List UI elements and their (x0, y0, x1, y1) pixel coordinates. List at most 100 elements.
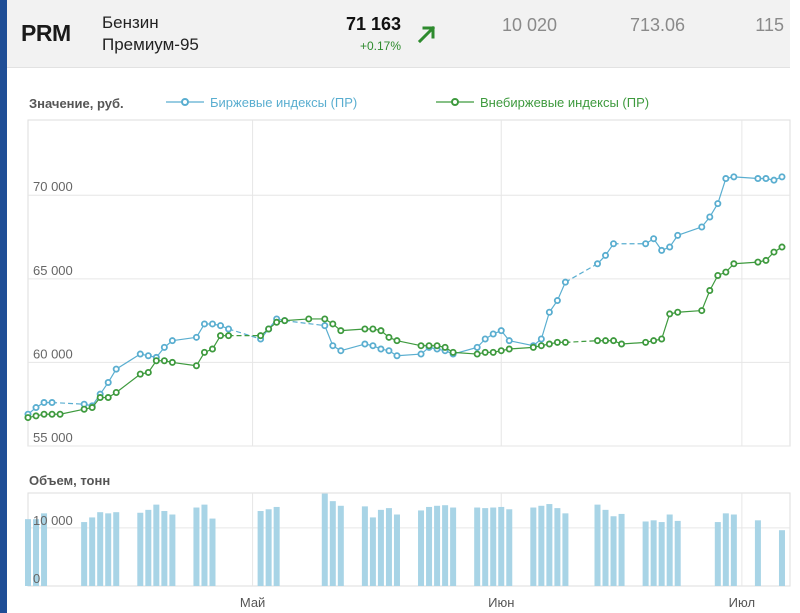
volume-bar (658, 522, 665, 586)
data-point-otc (393, 337, 401, 345)
x-tick-label: Июн (488, 595, 514, 610)
data-point-exchange (593, 260, 601, 268)
data-point-otc (112, 389, 120, 397)
series-segment-exchange (733, 176, 758, 180)
data-point-exchange (385, 347, 393, 355)
data-point-exchange (754, 175, 762, 183)
last-price: 71 163 (345, 14, 401, 34)
data-point-otc (706, 287, 714, 295)
data-point-exchange (610, 240, 618, 248)
volume-y-tick-label: 0 (33, 571, 40, 586)
volume-bar (337, 505, 344, 586)
data-point-exchange (168, 337, 176, 345)
legend-item-otc[interactable]: Внебиржевые индексы (ПР) (436, 95, 649, 110)
data-point-exchange (217, 322, 225, 330)
data-point-exchange (698, 223, 706, 231)
data-point-otc (305, 315, 313, 323)
volume-bar (554, 508, 561, 586)
data-point-exchange (650, 235, 658, 243)
header-value-2: 713.06 (629, 15, 685, 35)
data-point-otc (361, 325, 369, 333)
data-point-exchange (602, 251, 610, 259)
data-point-exchange (489, 330, 497, 338)
data-point-exchange (160, 343, 168, 351)
data-point-otc (602, 337, 610, 345)
data-point-otc (24, 414, 32, 422)
volume-bar (137, 512, 144, 586)
data-point-otc (377, 327, 385, 335)
ticker-symbol: PRM (21, 20, 71, 46)
data-point-otc (329, 320, 337, 328)
volume-bar (385, 508, 392, 586)
data-point-exchange (48, 399, 56, 407)
data-point-otc (88, 404, 96, 412)
data-point-otc (104, 394, 112, 402)
legend-item-exchange[interactable]: Биржевые индексы (ПР) (166, 95, 357, 110)
data-point-otc (152, 357, 160, 365)
price-y-tick-labels: 55 000 60 000 65 000 70 000 (33, 179, 73, 445)
volume-bar (105, 513, 112, 586)
instrument-header[interactable]: PRM Бензин Премиум-95 71 163 +0.17% 10 0… (7, 0, 790, 68)
x-tick-label: Май (240, 595, 265, 610)
series-segment-otc (172, 361, 197, 367)
series-segment-exchange (324, 325, 334, 346)
data-point-otc (425, 342, 433, 350)
price-series-lines[interactable] (24, 173, 786, 422)
volume-bar (161, 511, 168, 586)
data-point-otc (385, 333, 393, 341)
series-segment-otc (565, 340, 598, 343)
data-point-otc (561, 338, 569, 346)
series-segment-exchange (228, 328, 261, 340)
series-segment-exchange (115, 353, 141, 370)
volume-bar (193, 507, 200, 586)
data-point-otc (698, 307, 706, 315)
volume-bar (546, 504, 553, 586)
series-segment-exchange (565, 263, 598, 283)
legend[interactable]: Биржевые индексы (ПР) Внебиржевые индекс… (166, 95, 649, 110)
price-plot-area (27, 119, 791, 447)
data-point-exchange (537, 335, 545, 343)
data-point-otc (48, 410, 56, 418)
volume-bar (434, 505, 441, 586)
data-point-otc (449, 348, 457, 356)
data-point-otc (618, 340, 626, 348)
data-point-exchange (144, 352, 152, 360)
data-point-exchange (706, 213, 714, 221)
volume-y-tick-labels: 0 10 000 (33, 513, 73, 586)
data-point-otc (642, 338, 650, 346)
volume-bar (81, 522, 88, 586)
data-point-exchange (393, 352, 401, 360)
data-point-otc (666, 310, 674, 318)
data-point-otc (160, 357, 168, 365)
volume-bar (482, 508, 489, 586)
header-value-1: 10 020 (501, 15, 557, 35)
data-point-otc (481, 348, 489, 356)
data-point-otc (553, 338, 561, 346)
volume-bar (714, 522, 721, 586)
data-point-otc (433, 342, 441, 350)
volume-bar (538, 505, 545, 586)
volume-bar (97, 512, 104, 586)
data-point-otc (144, 368, 152, 376)
data-point-exchange (553, 297, 561, 305)
price-change: +0.17% (359, 39, 401, 53)
volume-bar (530, 507, 537, 586)
data-point-exchange (666, 243, 674, 251)
volume-bar (730, 514, 737, 586)
series-segment-otc (677, 309, 702, 313)
data-point-otc (593, 337, 601, 345)
data-point-otc (529, 343, 537, 351)
price-y-tick-label: 65 000 (33, 263, 73, 278)
data-point-exchange (329, 342, 337, 350)
volume-bar (89, 517, 96, 586)
legend-label-exchange: Биржевые индексы (ПР) (210, 95, 357, 110)
data-point-exchange (32, 404, 40, 412)
volume-bars[interactable] (25, 493, 785, 586)
data-point-otc (32, 412, 40, 420)
data-point-otc (273, 318, 281, 326)
volume-bar (722, 513, 729, 586)
volume-bar (666, 514, 673, 586)
legend-marker-exchange (181, 98, 189, 106)
data-point-exchange (674, 231, 682, 239)
volume-bar (778, 530, 785, 586)
